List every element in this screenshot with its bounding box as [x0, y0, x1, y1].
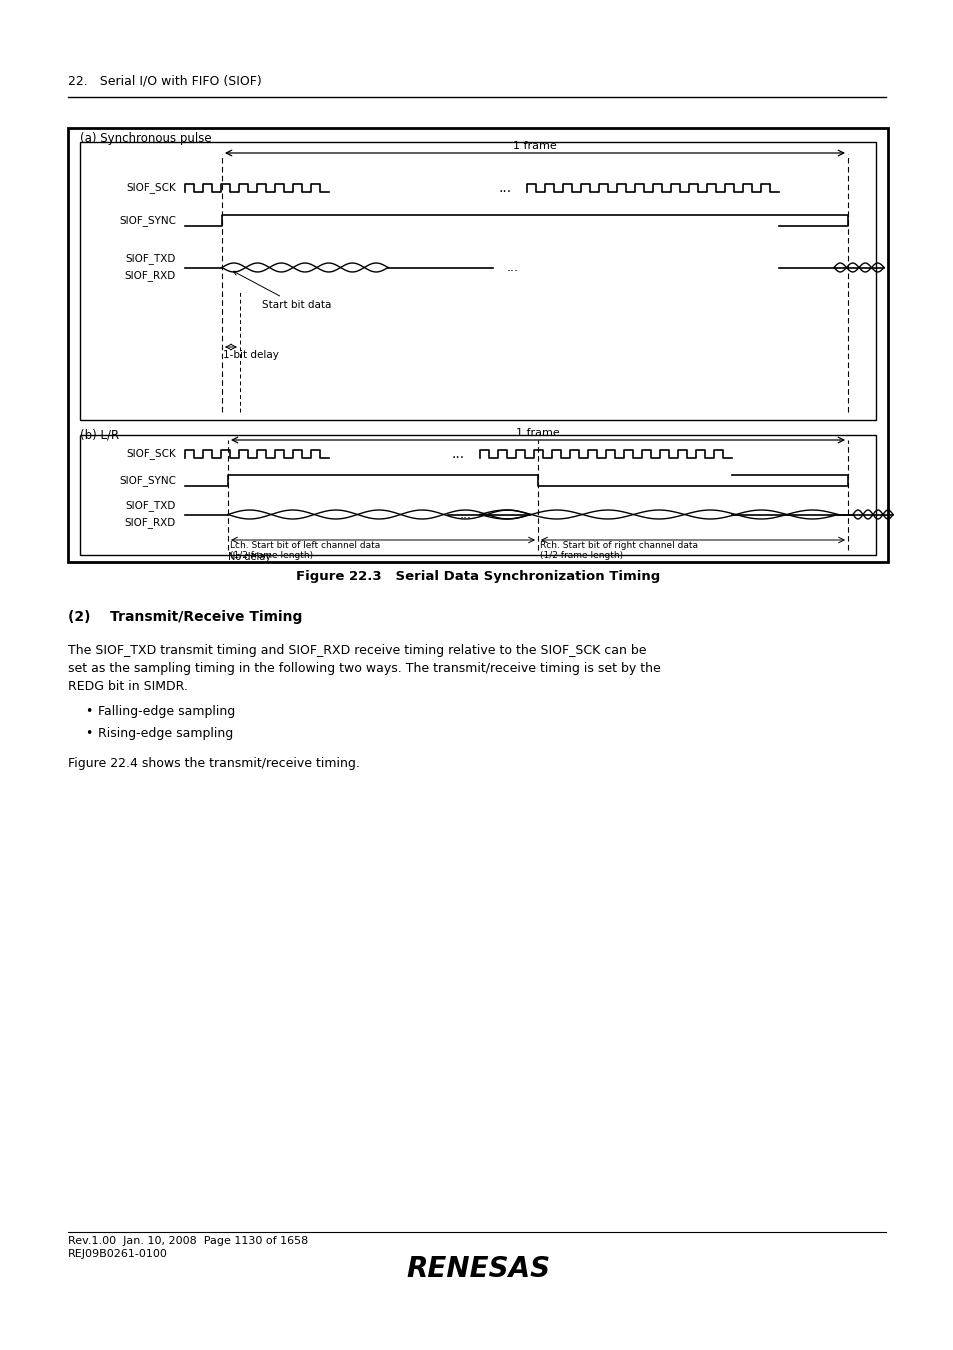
Text: 1-bit delay: 1-bit delay: [223, 350, 278, 360]
Text: ...: ...: [497, 181, 511, 194]
Text: SIOF_TXD: SIOF_TXD: [126, 501, 175, 512]
Text: Rising-edge sampling: Rising-edge sampling: [98, 728, 233, 740]
Text: SIOF_SYNC: SIOF_SYNC: [119, 475, 175, 486]
Text: SIOF_RXD: SIOF_RXD: [125, 517, 175, 528]
Text: Start bit data: Start bit data: [233, 271, 331, 310]
Text: (b) L/R: (b) L/R: [80, 428, 119, 441]
Text: SIOF_SYNC: SIOF_SYNC: [119, 216, 175, 227]
Text: •: •: [85, 705, 92, 718]
Text: SIOF_SCK: SIOF_SCK: [126, 182, 175, 193]
Text: Falling-edge sampling: Falling-edge sampling: [98, 705, 235, 718]
Bar: [68, 128, 887, 562]
Text: SIOF_SCK: SIOF_SCK: [126, 448, 175, 459]
Text: ...: ...: [506, 261, 518, 274]
Text: (2)    Transmit/Receive Timing: (2) Transmit/Receive Timing: [68, 610, 302, 624]
Text: SIOF_RXD: SIOF_RXD: [125, 270, 175, 281]
Text: (a) Synchronous pulse: (a) Synchronous pulse: [80, 132, 212, 144]
Text: (1/2 frame length): (1/2 frame length): [230, 551, 313, 560]
Text: Rev.1.00  Jan. 10, 2008  Page 1130 of 1658: Rev.1.00 Jan. 10, 2008 Page 1130 of 1658: [68, 1237, 308, 1246]
Text: REDG bit in SIMDR.: REDG bit in SIMDR.: [68, 680, 188, 693]
Bar: [80, 142, 875, 420]
Text: (1/2 frame length): (1/2 frame length): [539, 551, 622, 560]
Text: Figure 22.4 shows the transmit/receive timing.: Figure 22.4 shows the transmit/receive t…: [68, 757, 359, 769]
Text: 22.   Serial I/O with FIFO (SIOF): 22. Serial I/O with FIFO (SIOF): [68, 76, 261, 88]
Bar: [80, 435, 875, 555]
Text: Rch. Start bit of right channel data: Rch. Start bit of right channel data: [539, 541, 698, 549]
Text: The SIOF_TXD transmit timing and SIOF_RXD receive timing relative to the SIOF_SC: The SIOF_TXD transmit timing and SIOF_RX…: [68, 644, 646, 657]
Text: RENESAS: RENESAS: [406, 1256, 550, 1282]
Text: 1 frame: 1 frame: [513, 140, 557, 151]
Text: SIOF_TXD: SIOF_TXD: [126, 254, 175, 265]
Text: •: •: [85, 728, 92, 740]
Text: ...: ...: [451, 447, 464, 460]
Text: REJ09B0261-0100: REJ09B0261-0100: [68, 1249, 168, 1260]
Text: Lch. Start bit of left channel data: Lch. Start bit of left channel data: [230, 541, 380, 549]
Text: No delay: No delay: [228, 552, 271, 562]
Text: 1 frame: 1 frame: [516, 428, 559, 437]
Text: Figure 22.3   Serial Data Synchronization Timing: Figure 22.3 Serial Data Synchronization …: [295, 570, 659, 583]
Text: ...: ...: [459, 508, 472, 521]
Text: set as the sampling timing in the following two ways. The transmit/receive timin: set as the sampling timing in the follow…: [68, 662, 660, 675]
